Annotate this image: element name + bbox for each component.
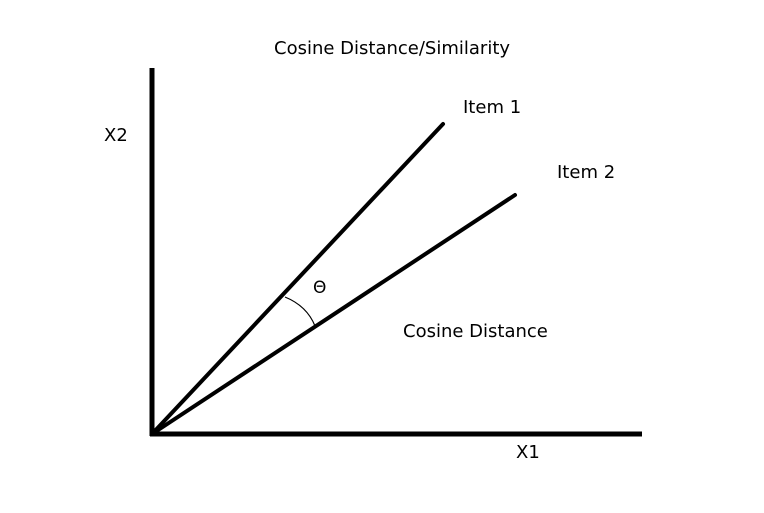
x-axis-label: X1 (516, 442, 540, 463)
item-1-vector (150, 122, 445, 436)
diagram-title: Cosine Distance/Similarity (274, 38, 511, 59)
item-1-label: Item 1 (463, 97, 522, 118)
item-2-vector (150, 193, 517, 436)
angle-symbol: Θ (313, 278, 327, 298)
angle-caption: Cosine Distance (403, 321, 548, 342)
angle-arc (284, 296, 316, 327)
y-axis-label: X2 (104, 125, 128, 146)
item-2-label: Item 2 (557, 162, 616, 183)
